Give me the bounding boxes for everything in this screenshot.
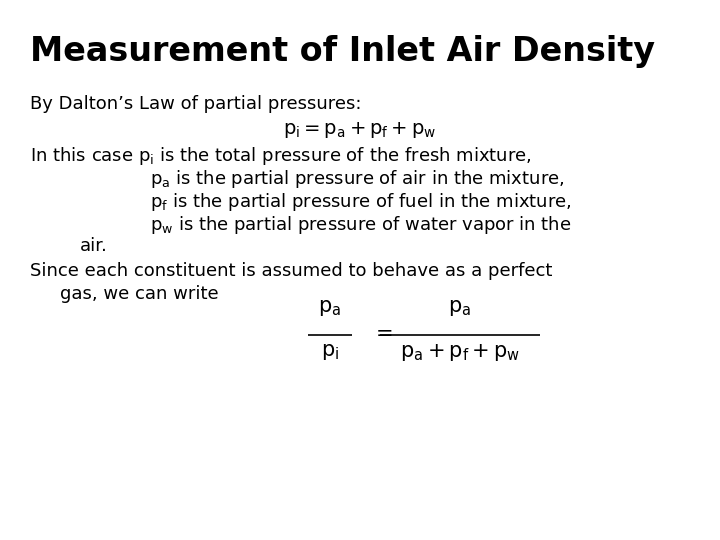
- Text: $\mathregular{p_a}$ is the partial pressure of air in the mixture,: $\mathregular{p_a}$ is the partial press…: [150, 168, 564, 190]
- Text: air.: air.: [80, 237, 108, 255]
- Text: =: =: [376, 324, 394, 344]
- Text: $\mathregular{p_a + p_f + p_w}$: $\mathregular{p_a + p_f + p_w}$: [400, 342, 520, 363]
- Text: gas, we can write: gas, we can write: [60, 285, 219, 303]
- Text: In this case $\mathregular{p_i}$ is the total pressure of the fresh mixture,: In this case $\mathregular{p_i}$ is the …: [30, 145, 531, 167]
- Text: $\mathregular{p_i = p_a + p_f + p_w}$: $\mathregular{p_i = p_a + p_f + p_w}$: [284, 120, 436, 140]
- Text: $\mathregular{p_i}$: $\mathregular{p_i}$: [321, 342, 339, 362]
- Text: $\mathregular{p_a}$: $\mathregular{p_a}$: [318, 298, 341, 318]
- Text: $\mathregular{p_a}$: $\mathregular{p_a}$: [449, 298, 472, 318]
- Text: By Dalton’s Law of partial pressures:: By Dalton’s Law of partial pressures:: [30, 95, 361, 113]
- Text: Measurement of Inlet Air Density: Measurement of Inlet Air Density: [30, 35, 655, 68]
- Text: $\mathregular{p_w}$ is the partial pressure of water vapor in the: $\mathregular{p_w}$ is the partial press…: [150, 214, 572, 236]
- Text: Since each constituent is assumed to behave as a perfect: Since each constituent is assumed to beh…: [30, 262, 552, 280]
- Text: $\mathregular{p_f}$ is the partial pressure of fuel in the mixture,: $\mathregular{p_f}$ is the partial press…: [150, 191, 572, 213]
